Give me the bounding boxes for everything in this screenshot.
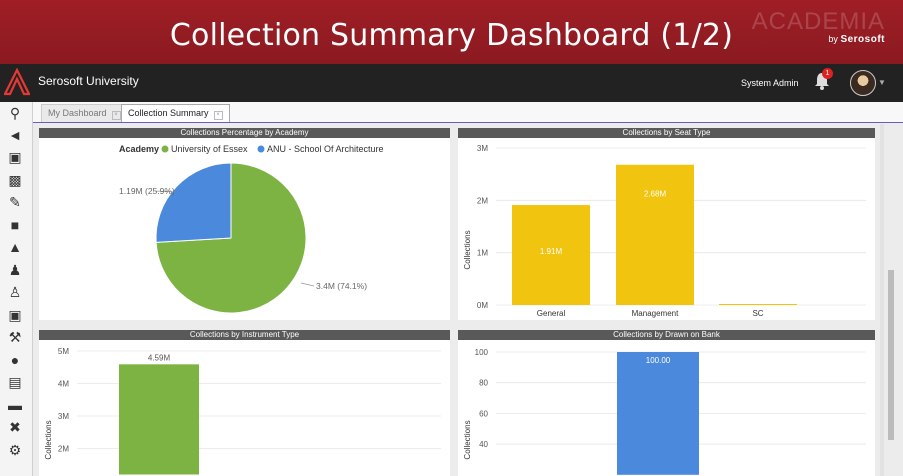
app-header: Serosoft University System Admin 1 ▼ (0, 64, 903, 104)
page-scrollbar-thumb[interactable] (888, 270, 894, 440)
slice-label-anu: 1.19M (25.9%) (119, 186, 175, 196)
y-tick-label: 0M (477, 301, 488, 310)
bus-icon[interactable]: ▤ (8, 374, 22, 390)
legend-swatch-essex (161, 145, 169, 153)
academy-pie-chart: Academy University of Essex ANU - School… (119, 144, 384, 314)
brand-logo: ACADEMIA by Serosoft (752, 8, 885, 45)
brand-byline: by Serosoft (752, 34, 885, 45)
data-label: 4.59M (148, 353, 171, 362)
tab-collection-summary[interactable]: Collection Summary × (121, 104, 230, 122)
panel-scrollbar[interactable] (880, 124, 884, 476)
panel-title: Collections by Drawn on Bank (458, 330, 875, 340)
data-label: 2.68M (644, 190, 667, 199)
legend-item-anu[interactable]: ANU - School Of Architecture (267, 144, 384, 154)
y-axis-label: Collections (463, 420, 472, 459)
seat-bar-chart: Collections 0M 1M 2M 3M 1.91M General 2.68M Man… (463, 144, 866, 318)
camera-icon[interactable]: ■ (10, 217, 20, 233)
banner-title: Collection Summary Dashboard (1/2) (169, 18, 734, 53)
brand-company: Serosoft (840, 34, 885, 45)
bar (512, 205, 590, 305)
y-tick-label: 3M (58, 412, 69, 421)
search-icon[interactable]: ⚲ (9, 105, 21, 121)
bed-icon[interactable]: ▬ (8, 397, 22, 413)
pie-slice (155, 162, 232, 243)
y-axis-label: Collections (463, 230, 472, 269)
bar (719, 304, 797, 305)
tab-label: My Dashboard (48, 108, 107, 118)
graduation-icon[interactable]: ▲ (8, 239, 22, 255)
slice-label-essex: 3.4M (74.1%) (316, 281, 367, 291)
y-tick-label: 80 (479, 379, 488, 388)
tab-label: Collection Summary (128, 108, 209, 118)
briefcase-icon[interactable]: ▣ (8, 307, 22, 323)
x-tick-label: Management (632, 309, 679, 318)
presentation-banner: Collection Summary Dashboard (1/2) ACADE… (0, 0, 903, 64)
x-tick-label: General (537, 309, 566, 318)
y-tick-label: 60 (479, 409, 488, 418)
tab-bar: My Dashboard × Collection Summary × (33, 102, 903, 123)
bank-bar-chart: Collections 40 60 80 100 100.00 (463, 348, 866, 475)
wrench-icon[interactable]: ⚒ (8, 329, 22, 345)
data-label: 100.00 (646, 356, 671, 365)
bar (119, 364, 199, 475)
person-icon[interactable]: ♙ (8, 284, 22, 300)
bar (617, 352, 699, 475)
avatar[interactable] (850, 70, 876, 96)
brand-name: ACADEMIA (751, 8, 885, 35)
y-axis-label: Collections (44, 420, 53, 459)
tab-my-dashboard[interactable]: My Dashboard × (41, 104, 128, 122)
sidebar: ⚲ ◄ ▣ ▩ ✎ ■ ▲ ♟ ♙ ▣ ⚒ ● ▤ ▬ ✖ ⚙ (0, 102, 33, 476)
data-label: 1.91M (540, 247, 563, 256)
pie-slices (155, 162, 307, 314)
y-tick-label: 4M (58, 380, 69, 389)
edit-icon[interactable]: ✎ (9, 194, 21, 210)
close-icon[interactable]: × (213, 111, 223, 120)
settings-icon[interactable]: ⚙ (8, 442, 22, 458)
brand-by-text: by (828, 34, 838, 44)
y-tick-label: 100 (475, 348, 489, 357)
legend-swatch-anu (257, 145, 265, 153)
panel-title: Collections by Instrument Type (39, 330, 450, 340)
y-tick-label: 2M (58, 445, 69, 454)
legend-title: Academy (119, 144, 159, 154)
close-icon[interactable]: × (111, 111, 121, 120)
app-logo-icon[interactable] (4, 68, 30, 96)
academy-panel: Collections Percentage by Academy Academ… (39, 128, 450, 320)
award-icon[interactable]: ● (10, 352, 20, 368)
id-card-icon[interactable]: ▣ (8, 149, 22, 165)
notification-badge: 1 (822, 68, 833, 79)
instrument-bar-chart: Collections 2M 3M 4M 5M 4.59M (44, 347, 441, 475)
legend-item-essex[interactable]: University of Essex (171, 144, 248, 154)
tools-icon[interactable]: ✖ (9, 419, 21, 435)
volume-icon[interactable]: ◄ (8, 127, 22, 143)
panel-title: Collections Percentage by Academy (39, 128, 450, 138)
y-tick-label: 40 (479, 440, 488, 449)
y-tick-label: 2M (477, 196, 488, 205)
bar (616, 164, 694, 305)
main-content: My Dashboard × Collection Summary × Collec… (33, 102, 903, 476)
chevron-down-icon[interactable]: ▼ (878, 78, 886, 87)
y-tick-label: 5M (58, 347, 69, 356)
user-name[interactable]: System Admin (741, 78, 799, 88)
seat-panel: Collections by Seat Type Collections 0M 1… (458, 128, 875, 320)
instrument-panel: Collections by Instrument Type Collectio… (39, 330, 450, 476)
bank-panel: Collections by Drawn on Bank Collections… (458, 330, 875, 476)
y-tick-label: 1M (477, 249, 488, 258)
connector-essex (300, 282, 315, 287)
users-icon[interactable]: ♟ (8, 262, 22, 278)
y-tick-label: 3M (477, 144, 488, 153)
x-tick-label: SC (752, 309, 763, 318)
panel-title: Collections by Seat Type (458, 128, 875, 138)
university-name: Serosoft University (38, 74, 139, 88)
connector-anu (154, 190, 176, 193)
calendar-icon[interactable]: ▩ (8, 172, 22, 188)
